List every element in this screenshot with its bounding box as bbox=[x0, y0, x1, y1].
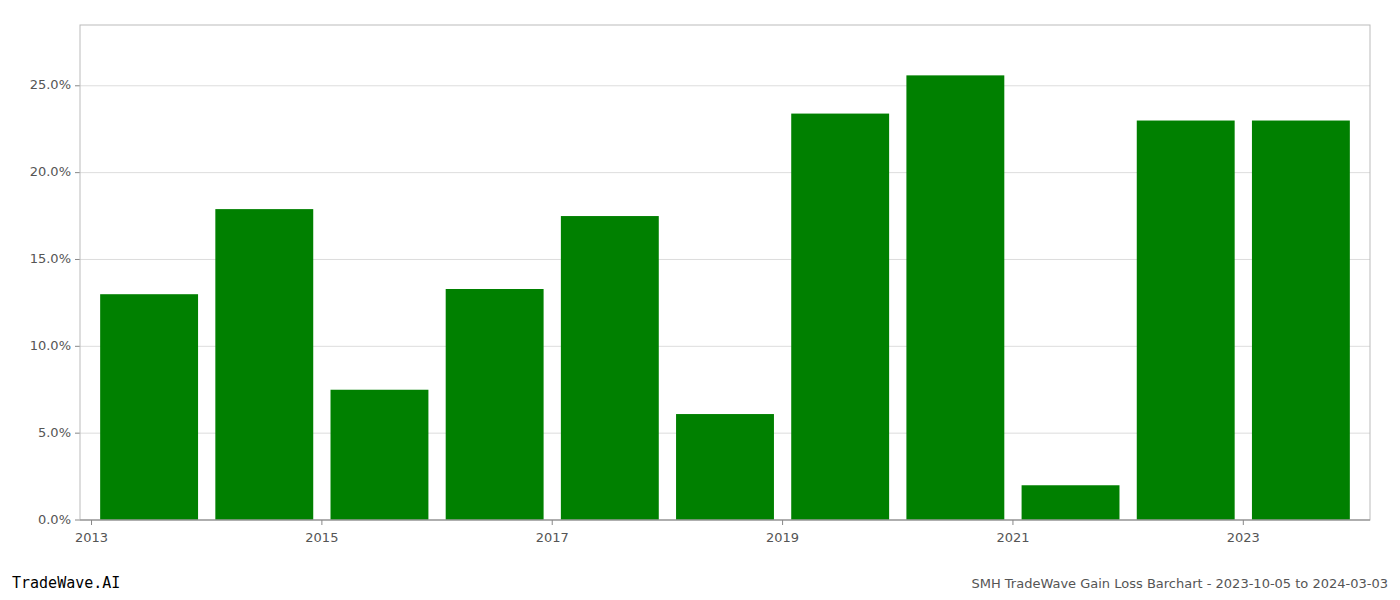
grid-line bbox=[80, 85, 1370, 86]
bar bbox=[100, 294, 198, 520]
y-axis: 0.0% 5.0% 10.0% 15.0% 20.0% 25.0% bbox=[30, 77, 80, 526]
footer-right: SMH TradeWave Gain Loss Barchart - 2023-… bbox=[971, 576, 1388, 591]
y-tick bbox=[75, 85, 80, 86]
chart-svg: 0.0% 5.0% 10.0% 15.0% 20.0% 25.0% 2013 2015 2017… bbox=[0, 0, 1400, 600]
x-tick bbox=[91, 520, 92, 525]
y-tick bbox=[75, 259, 80, 260]
y-tick bbox=[75, 520, 80, 521]
x-axis-line bbox=[80, 520, 1370, 521]
bar bbox=[791, 114, 889, 520]
y-tick-label: 20.0% bbox=[30, 164, 71, 179]
y-tick-label: 5.0% bbox=[38, 425, 71, 440]
x-axis: 2013 2015 2017 2019 2021 2023 bbox=[75, 520, 1260, 545]
y-grid bbox=[80, 86, 1370, 520]
bar bbox=[446, 289, 544, 520]
bar bbox=[1137, 121, 1235, 520]
x-tick-label: 2021 bbox=[996, 530, 1029, 545]
y-tick-label: 0.0% bbox=[38, 512, 71, 527]
x-tick bbox=[1243, 520, 1244, 525]
bar bbox=[1022, 485, 1120, 520]
x-tick bbox=[782, 520, 783, 525]
y-tick bbox=[75, 346, 80, 347]
x-tick-label: 2013 bbox=[75, 530, 108, 545]
bars bbox=[100, 75, 1350, 520]
y-tick-label: 15.0% bbox=[30, 251, 71, 266]
x-tick-label: 2023 bbox=[1227, 530, 1260, 545]
grid-line bbox=[80, 520, 1370, 521]
x-tick-label: 2017 bbox=[536, 530, 569, 545]
bar bbox=[561, 216, 659, 520]
x-tick-label: 2015 bbox=[305, 530, 338, 545]
footer-left: TradeWave.AI bbox=[12, 574, 120, 592]
bar bbox=[1252, 121, 1350, 520]
chart-container: 0.0% 5.0% 10.0% 15.0% 20.0% 25.0% 2013 2015 2017… bbox=[0, 0, 1400, 600]
plot-frame bbox=[80, 25, 1370, 520]
bar bbox=[676, 414, 774, 520]
bar bbox=[906, 75, 1004, 520]
x-tick bbox=[1012, 520, 1013, 525]
y-tick bbox=[75, 172, 80, 173]
y-tick-label: 25.0% bbox=[30, 77, 71, 92]
y-tick bbox=[75, 433, 80, 434]
x-tick bbox=[552, 520, 553, 525]
bar bbox=[215, 209, 313, 520]
bar bbox=[331, 390, 429, 520]
x-tick-label: 2019 bbox=[766, 530, 799, 545]
y-tick-label: 10.0% bbox=[30, 338, 71, 353]
x-tick bbox=[321, 520, 322, 525]
